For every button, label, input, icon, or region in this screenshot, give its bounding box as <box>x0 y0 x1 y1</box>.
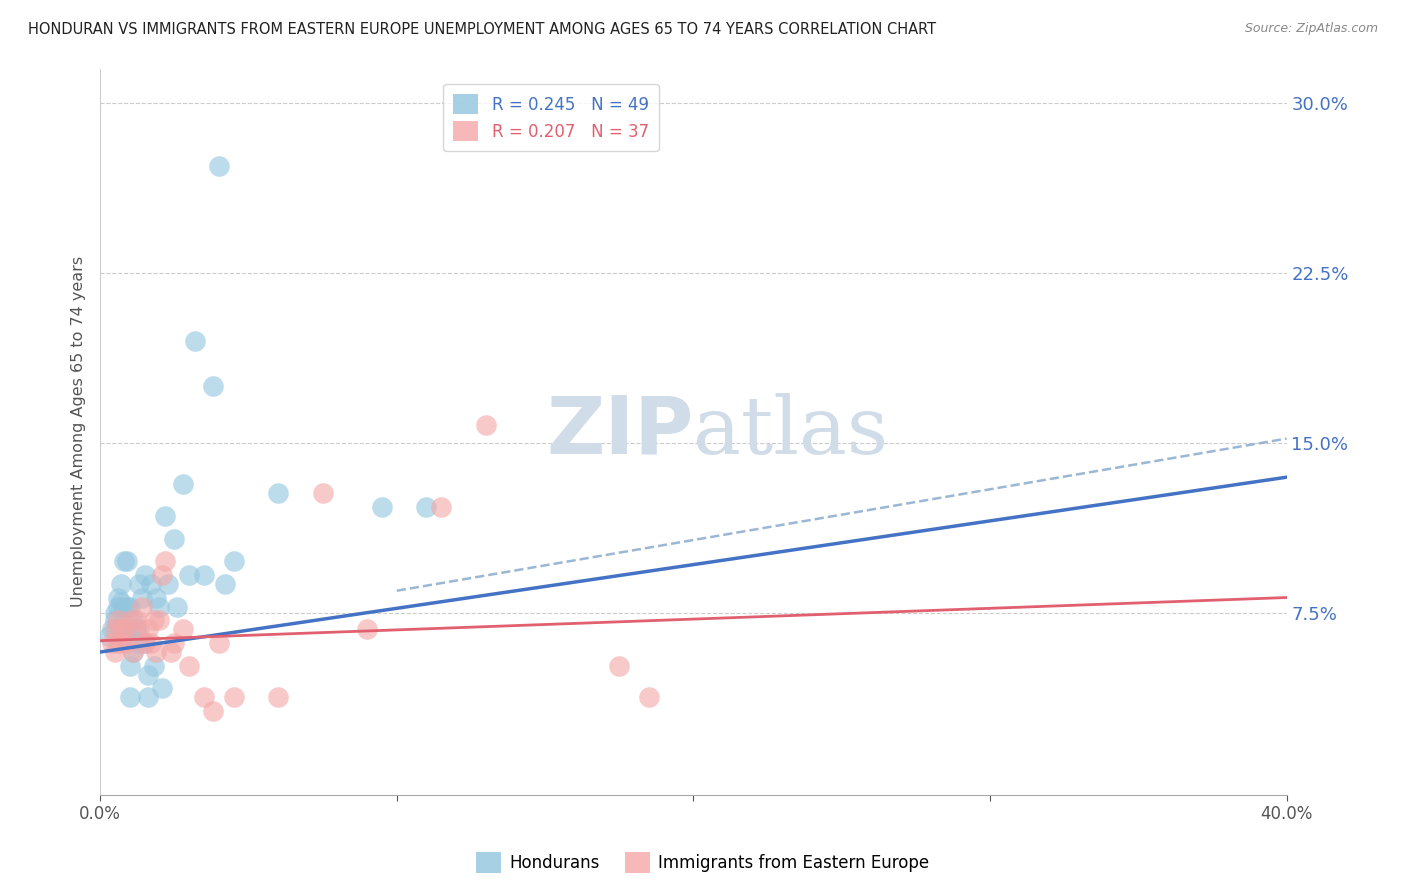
Point <box>131 599 153 614</box>
Point <box>201 379 224 393</box>
Point <box>139 636 162 650</box>
Point <box>104 613 127 627</box>
Point <box>155 554 177 568</box>
Point <box>128 636 150 650</box>
Text: atlas: atlas <box>693 392 889 471</box>
Point <box>110 623 132 637</box>
Point <box>214 577 236 591</box>
Point <box>115 623 138 637</box>
Point <box>118 658 141 673</box>
Point <box>152 681 174 696</box>
Point <box>222 690 245 705</box>
Point <box>107 613 129 627</box>
Point <box>112 599 135 614</box>
Point <box>101 623 124 637</box>
Point <box>208 636 231 650</box>
Point <box>142 658 165 673</box>
Point <box>121 645 143 659</box>
Point <box>131 591 153 605</box>
Point <box>193 567 215 582</box>
Point <box>430 500 453 514</box>
Point <box>193 690 215 705</box>
Point <box>136 623 159 637</box>
Point <box>160 645 183 659</box>
Point <box>607 658 630 673</box>
Point <box>136 690 159 705</box>
Point <box>118 599 141 614</box>
Point <box>356 623 378 637</box>
Point <box>115 599 138 614</box>
Point <box>163 636 186 650</box>
Point <box>267 690 290 705</box>
Point <box>101 636 124 650</box>
Point <box>157 577 180 591</box>
Point <box>115 554 138 568</box>
Text: ZIP: ZIP <box>546 392 693 471</box>
Text: Source: ZipAtlas.com: Source: ZipAtlas.com <box>1244 22 1378 36</box>
Point <box>134 636 156 650</box>
Point <box>201 704 224 718</box>
Point <box>128 623 150 637</box>
Point <box>179 658 201 673</box>
Point <box>112 554 135 568</box>
Point <box>415 500 437 514</box>
Point <box>136 667 159 681</box>
Point <box>104 607 127 621</box>
Point <box>125 623 148 637</box>
Point <box>155 508 177 523</box>
Point <box>148 613 170 627</box>
Point <box>134 636 156 650</box>
Point <box>222 554 245 568</box>
Point <box>118 690 141 705</box>
Point <box>112 629 135 643</box>
Point <box>172 477 194 491</box>
Point <box>121 645 143 659</box>
Point <box>118 613 141 627</box>
Point <box>98 629 121 643</box>
Point <box>208 159 231 173</box>
Point <box>148 599 170 614</box>
Point <box>110 577 132 591</box>
Point <box>115 636 138 650</box>
Y-axis label: Unemployment Among Ages 65 to 74 years: Unemployment Among Ages 65 to 74 years <box>72 256 86 607</box>
Point <box>134 567 156 582</box>
Point <box>139 577 162 591</box>
Point <box>125 623 148 637</box>
Point <box>142 613 165 627</box>
Point <box>107 636 129 650</box>
Point <box>311 486 333 500</box>
Point <box>110 636 132 650</box>
Point <box>166 599 188 614</box>
Point <box>110 595 132 609</box>
Point <box>371 500 394 514</box>
Point <box>163 532 186 546</box>
Point <box>128 577 150 591</box>
Point <box>474 417 496 432</box>
Point <box>104 645 127 659</box>
Point <box>110 623 132 637</box>
Point <box>267 486 290 500</box>
Text: HONDURAN VS IMMIGRANTS FROM EASTERN EUROPE UNEMPLOYMENT AMONG AGES 65 TO 74 YEAR: HONDURAN VS IMMIGRANTS FROM EASTERN EURO… <box>28 22 936 37</box>
Point <box>145 591 167 605</box>
Point <box>637 690 659 705</box>
Point <box>172 623 194 637</box>
Point <box>104 623 127 637</box>
Point <box>179 567 201 582</box>
Point <box>145 645 167 659</box>
Legend: R = 0.245   N = 49, R = 0.207   N = 37: R = 0.245 N = 49, R = 0.207 N = 37 <box>443 84 658 152</box>
Point <box>125 613 148 627</box>
Point <box>152 567 174 582</box>
Legend: Hondurans, Immigrants from Eastern Europe: Hondurans, Immigrants from Eastern Europ… <box>470 846 936 880</box>
Point <box>121 613 143 627</box>
Point <box>112 623 135 637</box>
Point <box>184 334 207 348</box>
Point <box>107 599 129 614</box>
Point <box>107 591 129 605</box>
